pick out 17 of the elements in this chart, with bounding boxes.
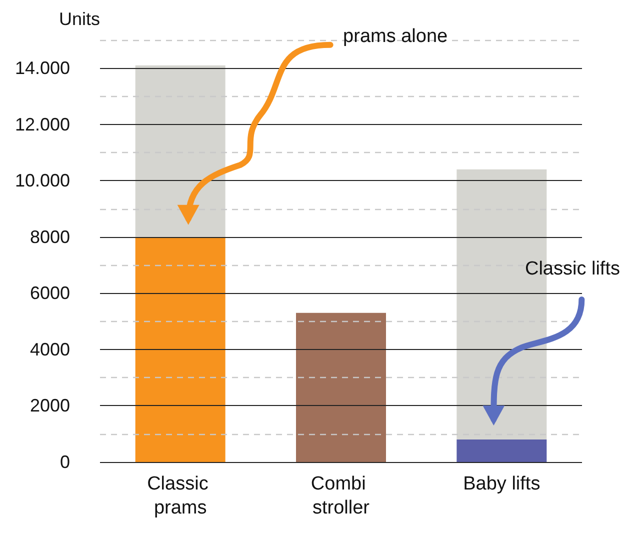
y-tick-label: 2000 (30, 396, 70, 416)
y-tick-label: 0 (60, 452, 70, 472)
y-tick-label: 12.000 (14, 114, 70, 134)
x-tick-label: Combi stroller (310, 474, 372, 518)
x-tick-label: Classic prams (147, 474, 214, 518)
annotation: prams alone (343, 26, 448, 47)
y-tick-label: 8000 (30, 226, 70, 247)
annotation: Classic lifts (524, 258, 620, 280)
y-tick-label: 10.000 (14, 170, 70, 191)
bar (456, 439, 547, 462)
y-tick-label: 14.000 (14, 58, 70, 78)
bar (296, 312, 386, 462)
y-tick-label: 4000 (30, 339, 70, 360)
y-tick-label: 6000 (30, 283, 70, 304)
x-tick-label: Baby lifts (463, 474, 540, 494)
y-axis-title: Units (58, 9, 100, 29)
bar (135, 236, 226, 462)
